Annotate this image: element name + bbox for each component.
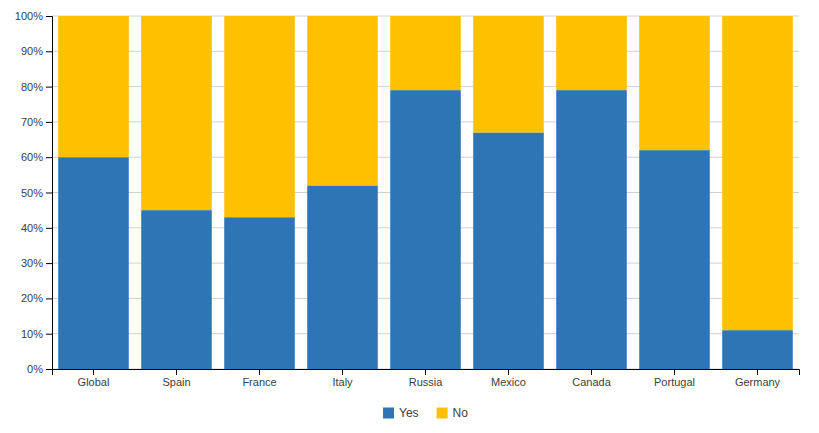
y-tick: 30% — [21, 257, 52, 269]
x-tick: Mexico — [491, 369, 526, 388]
bar — [639, 150, 710, 369]
y-tick-label: 40% — [21, 222, 43, 234]
y-tick: 70% — [21, 116, 52, 128]
legend-item: Yes — [383, 406, 419, 420]
x-tick: France — [242, 369, 276, 388]
bar-series — [58, 16, 793, 330]
y-tick-label: 50% — [21, 187, 43, 199]
bar — [473, 132, 544, 369]
y-tick-label: 20% — [21, 292, 43, 304]
y-tick-label: 70% — [21, 116, 43, 128]
y-tick-label: 0% — [27, 363, 43, 375]
y-tick-label: 100% — [15, 10, 43, 22]
bars — [58, 16, 793, 369]
x-tick-label: Mexico — [491, 376, 526, 388]
x-tick-mark — [93, 369, 94, 375]
x-tick: Global — [78, 369, 110, 388]
y-tick-mark — [46, 298, 52, 299]
y-tick-label: 90% — [21, 45, 43, 57]
x-tick: Germany — [735, 369, 781, 388]
x-tick-label: Germany — [735, 376, 781, 388]
y-tick: 0% — [27, 363, 52, 375]
background — [0, 0, 819, 433]
y-tick: 40% — [21, 222, 52, 234]
y-tick-mark — [46, 157, 52, 158]
bar — [224, 16, 295, 217]
y-tick: 100% — [15, 10, 52, 22]
x-tick-mark — [508, 369, 509, 375]
bar — [58, 157, 129, 369]
bar — [473, 16, 544, 132]
bar — [639, 16, 710, 150]
grid — [52, 16, 799, 369]
y-axis-line — [46, 17, 53, 370]
x-tick-label: France — [242, 376, 276, 388]
y-tick-label: 10% — [21, 328, 43, 340]
x-tick: Portugal — [654, 369, 695, 388]
bar — [722, 330, 793, 369]
chart-container: 0% 10% 20% 30% 40% 50% 60% 70% 80% 90% 100% Global S… — [0, 0, 819, 433]
y-tick: 10% — [21, 328, 52, 340]
y-tick: 20% — [21, 292, 52, 304]
y-tick: 80% — [21, 81, 52, 93]
y-tick-mark — [46, 334, 52, 335]
legend-swatch — [383, 408, 394, 419]
x-tick: Spain — [162, 369, 190, 388]
y-tick-label: 30% — [21, 257, 43, 269]
x-tick: Russia — [409, 369, 444, 388]
y-tick-mark — [46, 122, 52, 123]
y-tick-mark — [46, 193, 52, 194]
x-tick-label: Spain — [162, 376, 190, 388]
bar — [141, 16, 212, 210]
bar — [307, 16, 378, 185]
x-tick-mark — [259, 369, 260, 375]
y-tick-mark — [46, 51, 52, 52]
bar — [390, 16, 461, 90]
x-tick-label: Global — [78, 376, 110, 388]
bar — [556, 16, 627, 90]
x-tick-label: Canada — [572, 376, 611, 388]
y-tick-label: 80% — [21, 81, 43, 93]
x-tick-mark — [342, 369, 343, 375]
y-tick: 60% — [21, 151, 52, 163]
x-tick-mark — [176, 369, 177, 375]
bar — [307, 185, 378, 369]
bar — [141, 210, 212, 369]
y-axis: 0% 10% 20% 30% 40% 50% 60% 70% 80% 90% 100% — [15, 10, 53, 375]
x-tick-label: Italy — [332, 376, 353, 388]
y-tick-mark — [46, 263, 52, 264]
legend-swatch — [437, 408, 448, 419]
y-tick-mark — [46, 369, 52, 370]
x-axis: Global Spain France Italy Russia Mexico Canada… — [53, 369, 800, 388]
x-tick-mark — [591, 369, 592, 375]
legend-label: No — [453, 406, 469, 420]
y-tick-label: 60% — [21, 151, 43, 163]
x-tick: Canada — [572, 369, 611, 388]
x-tick-mark — [757, 369, 758, 375]
bar — [722, 16, 793, 330]
legend-item: No — [437, 406, 469, 420]
y-tick-mark — [46, 228, 52, 229]
y-tick-mark — [46, 87, 52, 88]
x-tick-mark — [425, 369, 426, 375]
legend-label: Yes — [399, 406, 419, 420]
bar — [390, 90, 461, 369]
legend: Yes No — [383, 406, 468, 420]
bar — [556, 90, 627, 369]
bar — [58, 16, 129, 157]
y-tick-mark — [46, 16, 52, 17]
x-tick-mark — [674, 369, 675, 375]
y-tick: 50% — [21, 187, 52, 199]
bar — [224, 217, 295, 369]
x-tick: Italy — [332, 369, 353, 388]
y-tick: 90% — [21, 45, 52, 57]
x-tick-label: Russia — [409, 376, 444, 388]
x-axis-line — [53, 370, 800, 376]
chart-svg: 0% 10% 20% 30% 40% 50% 60% 70% 80% 90% 100% Global S… — [0, 0, 819, 433]
x-tick-label: Portugal — [654, 376, 695, 388]
